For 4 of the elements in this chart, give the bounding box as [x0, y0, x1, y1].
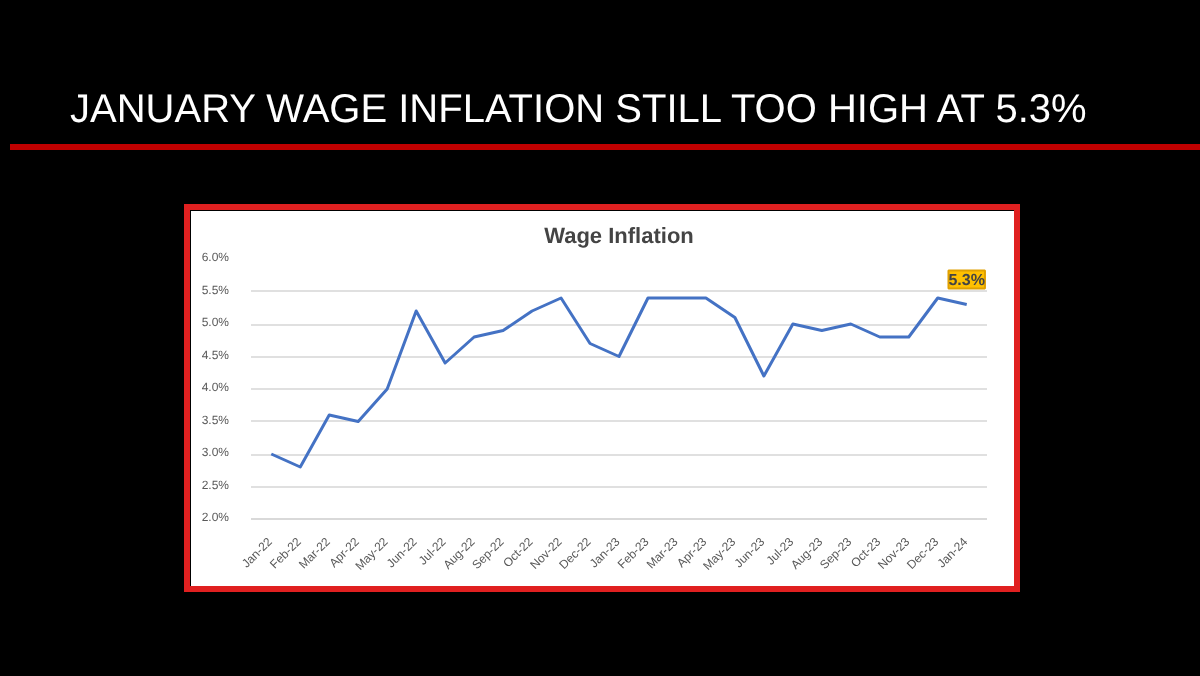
chart-title: JANUARY WAGE INFLATION STILL TOO HIGH AT 5.3% [70, 86, 1087, 136]
data-label: 5.3% [948, 270, 985, 289]
chart-subtitle: Wage Inflation [544, 225, 695, 249]
line-series [269, 296, 969, 469]
